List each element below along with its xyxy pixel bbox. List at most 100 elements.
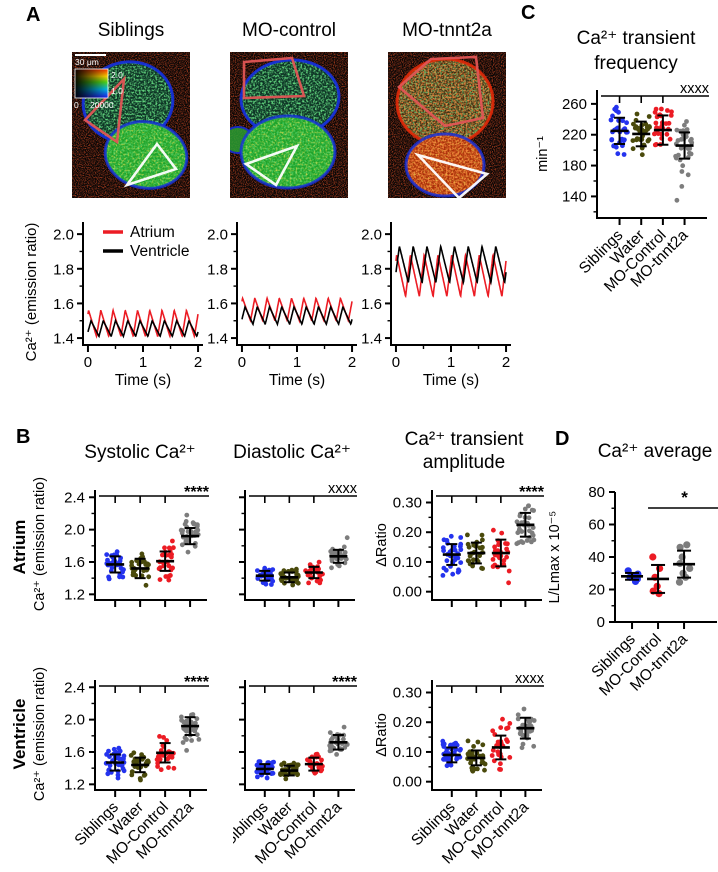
- systolic-atrium-plot: 1.2 1.6 2.0 2.4 ****: [50, 452, 214, 614]
- svg-text:1.8: 1.8: [361, 261, 382, 278]
- svg-text:L/Lmax x 10⁻⁵: L/Lmax x 10⁻⁵: [547, 511, 563, 604]
- svg-text:2.0: 2.0: [361, 227, 382, 244]
- trace-siblings-svg: 1.4 1.6 1.8 2.0 0 1 2 Time (s) Atrium Ventricle: [53, 222, 203, 389]
- svg-text:1.6: 1.6: [207, 296, 228, 313]
- svg-text:2.4: 2.4: [64, 489, 85, 506]
- svg-text:*: *: [681, 488, 688, 507]
- atrium-y-axis-label: Ca²⁺ (emission ratio): [32, 476, 48, 612]
- panel-c-label: C: [521, 2, 536, 24]
- svg-text:1: 1: [293, 354, 301, 371]
- svg-text:1.4: 1.4: [53, 331, 74, 348]
- svg-text:20000: 20000: [90, 100, 114, 110]
- heart-svg-0: 30 μm 2.0 1.0 0 20000: [72, 52, 190, 198]
- svg-text:2: 2: [502, 354, 510, 371]
- svg-text:180: 180: [562, 158, 587, 175]
- image-title-mo-control: MO-control: [242, 20, 336, 41]
- svg-text:****: ****: [184, 674, 210, 691]
- svg-text:0.20: 0.20: [393, 524, 422, 541]
- row-label-atrium: Atrium: [10, 519, 29, 575]
- svg-text:Time (s): Time (s): [269, 372, 325, 389]
- systolic-atrium-svg: 1.2 1.6 2.0 2.4 ****: [64, 484, 210, 607]
- amplitude-ventricle-plot: 0.00 0.10 0.20 0.30 Siblings Water MO-Control M…: [372, 645, 558, 872]
- amplitude-atrium-svg: 0.00 0.10 0.20 0.30 **** ΔRatio: [374, 484, 545, 607]
- svg-text:1.6: 1.6: [361, 296, 382, 313]
- svg-text:2.0: 2.0: [111, 70, 123, 80]
- svg-text:80: 80: [588, 484, 605, 501]
- svg-text:220: 220: [562, 127, 587, 144]
- svg-text:1: 1: [139, 354, 147, 371]
- svg-text:1.6: 1.6: [64, 744, 85, 761]
- trace-plot-mo-control: 1.4 1.6 1.8 2.0 0 1 2 Time (s): [194, 216, 366, 394]
- svg-text:xxxx: xxxx: [680, 81, 710, 97]
- diastolic-atrium-svg: xxxx: [239, 481, 358, 607]
- diastolic-atrium-plot: xxxx: [233, 452, 373, 614]
- svg-text:0.10: 0.10: [393, 744, 422, 761]
- svg-text:0.30: 0.30: [393, 494, 422, 511]
- svg-text:Ventricle: Ventricle: [130, 243, 189, 260]
- amplitude-atrium-plot: 0.00 0.10 0.20 0.30 **** ΔRatio: [372, 452, 548, 614]
- panel-a-label: A: [26, 4, 41, 26]
- svg-text:xxxx: xxxx: [328, 481, 358, 497]
- svg-text:1.0: 1.0: [111, 86, 123, 96]
- svg-text:0.10: 0.10: [393, 554, 422, 571]
- svg-text:260: 260: [562, 96, 587, 113]
- svg-text:2: 2: [194, 354, 202, 371]
- title-amplitude-line2: amplitude: [422, 452, 506, 473]
- svg-text:****: ****: [184, 484, 210, 501]
- svg-text:1.2: 1.2: [64, 586, 85, 603]
- row-label-ventricle: Ventricle: [10, 698, 29, 770]
- trace-mo-control-svg: 1.4 1.6 1.8 2.0 0 1 2 Time (s): [207, 222, 357, 389]
- panel-b-label: B: [16, 426, 31, 448]
- frequency-svg: 140180220260SiblingsWaterMO-ControlMO-tn…: [535, 81, 710, 295]
- panel-c-title-line2: frequency: [594, 53, 678, 74]
- svg-text:1.4: 1.4: [361, 331, 382, 348]
- svg-text:1: 1: [447, 354, 455, 371]
- title-amplitude-line1: Ca²⁺ transient: [404, 429, 524, 450]
- panel-d-title: Ca²⁺ average: [597, 441, 713, 462]
- svg-text:1.4: 1.4: [207, 331, 228, 348]
- panel-c-title: Ca²⁺ transient frequency: [546, 26, 718, 76]
- svg-text:0.20: 0.20: [393, 714, 422, 731]
- svg-text:0.00: 0.00: [393, 774, 422, 791]
- svg-text:2.0: 2.0: [53, 227, 74, 244]
- svg-text:Atrium: Atrium: [130, 224, 175, 241]
- svg-text:2.4: 2.4: [64, 679, 85, 696]
- heart-image-mo-tnnt2a: [388, 52, 506, 198]
- svg-text:2.0: 2.0: [207, 227, 228, 244]
- trace-plot-siblings: 1.4 1.6 1.8 2.0 0 1 2 Time (s) Atrium Ventricle: [40, 216, 212, 394]
- panel-d-label: D: [555, 428, 570, 450]
- frequency-scatter-plot: 140 180 220 260 Siblings Water MO-Control MO-tn…: [533, 56, 718, 328]
- svg-text:0: 0: [392, 354, 400, 371]
- title-systolic: Systolic Ca²⁺: [84, 442, 196, 463]
- diastolic-ventricle-plot: Siblings Water MO-Control MO-tnnt2a ****: [233, 645, 397, 872]
- title-diastolic: Diastolic Ca²⁺: [233, 442, 351, 463]
- svg-text:40: 40: [588, 549, 605, 566]
- trace-mo-tnnt2a-svg: 1.4 1.6 1.8 2.0 0 1 2 Time (s): [361, 222, 511, 389]
- heart-svg-1: [230, 52, 348, 198]
- trace-plot-mo-tnnt2a: 1.4 1.6 1.8 2.0 0 1 2 Time (s): [348, 216, 520, 394]
- panel-c-title-line1: Ca²⁺ transient: [576, 28, 696, 49]
- svg-text:1.6: 1.6: [53, 296, 74, 313]
- heart-image-mo-control: [230, 52, 348, 198]
- image-title-siblings: Siblings: [97, 20, 165, 41]
- ventricle-y-axis-label: Ca²⁺ (emission ratio): [32, 666, 48, 802]
- svg-text:0: 0: [597, 614, 605, 631]
- svg-text:1.8: 1.8: [207, 261, 228, 278]
- svg-text:20: 20: [588, 582, 605, 599]
- svg-text:Time (s): Time (s): [115, 372, 171, 389]
- svg-text:30 μm: 30 μm: [75, 57, 99, 67]
- heart-svg-2: [388, 52, 506, 198]
- svg-text:2.0: 2.0: [64, 522, 85, 539]
- systolic-ventricle-svg: 1.21.62.02.4SiblingsWaterMO-ControlMO-tn…: [64, 674, 210, 867]
- systolic-ventricle-plot: 1.2 1.6 2.0 2.4 Siblings Water MO-Control MO-tn…: [50, 645, 214, 872]
- svg-text:ΔRatio: ΔRatio: [374, 523, 390, 567]
- svg-text:0.30: 0.30: [393, 684, 422, 701]
- image-title-mo-tnnt2a: MO-tnnt2a: [402, 20, 492, 41]
- svg-text:140: 140: [562, 188, 587, 205]
- svg-text:****: ****: [332, 674, 358, 691]
- average-scatter-plot: 0 20 40 60 80 Siblings MO-Control MO-tnnt2a * L/L…: [545, 456, 718, 736]
- svg-text:****: ****: [519, 484, 545, 501]
- svg-text:0: 0: [238, 354, 246, 371]
